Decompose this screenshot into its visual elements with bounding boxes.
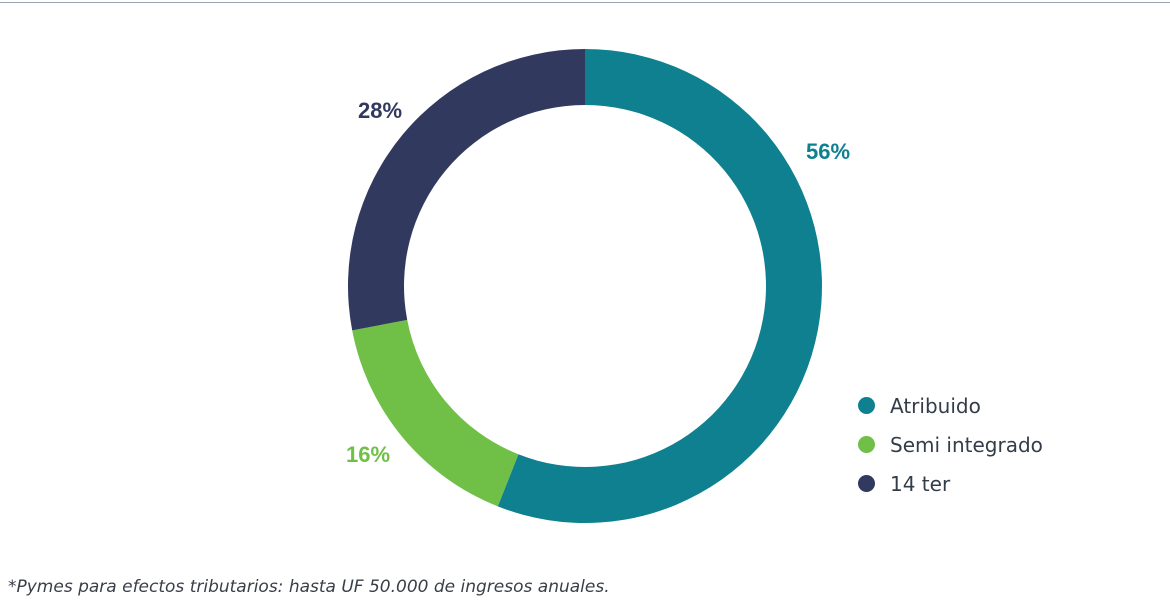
footnote: *Pymes para efectos tributarios: hasta U… bbox=[8, 577, 610, 597]
legend-item-atribuido: Atribuido bbox=[858, 386, 1043, 425]
legend-label-14-ter: 14 ter bbox=[890, 471, 951, 496]
legend-label-atribuido: Atribuido bbox=[890, 393, 981, 418]
legend-label-semi-integrado: Semi integrado bbox=[890, 432, 1043, 457]
donut-slice-14-ter bbox=[347, 49, 585, 331]
legend-swatch-14-ter bbox=[858, 475, 875, 492]
donut-slice-semi-integrado bbox=[352, 319, 519, 507]
legend-swatch-atribuido bbox=[858, 397, 875, 414]
legend-item-semi-integrado: Semi integrado bbox=[858, 425, 1043, 464]
legend-item-14-ter: 14 ter bbox=[858, 464, 1043, 503]
top-rule bbox=[0, 2, 1170, 3]
percent-labels: 56% 16% 28% bbox=[346, 98, 850, 467]
donut-slice-atribuido bbox=[497, 49, 822, 523]
donut-chart: 56% 16% 28% bbox=[346, 49, 850, 523]
percent-label-semi-integrado: 16% bbox=[346, 442, 390, 467]
legend: Atribuido Semi integrado 14 ter bbox=[858, 386, 1043, 503]
donut-slices bbox=[347, 49, 822, 523]
percent-label-14-ter: 28% bbox=[358, 98, 402, 123]
legend-swatch-semi-integrado bbox=[858, 436, 875, 453]
percent-label-atribuido: 56% bbox=[806, 139, 850, 164]
